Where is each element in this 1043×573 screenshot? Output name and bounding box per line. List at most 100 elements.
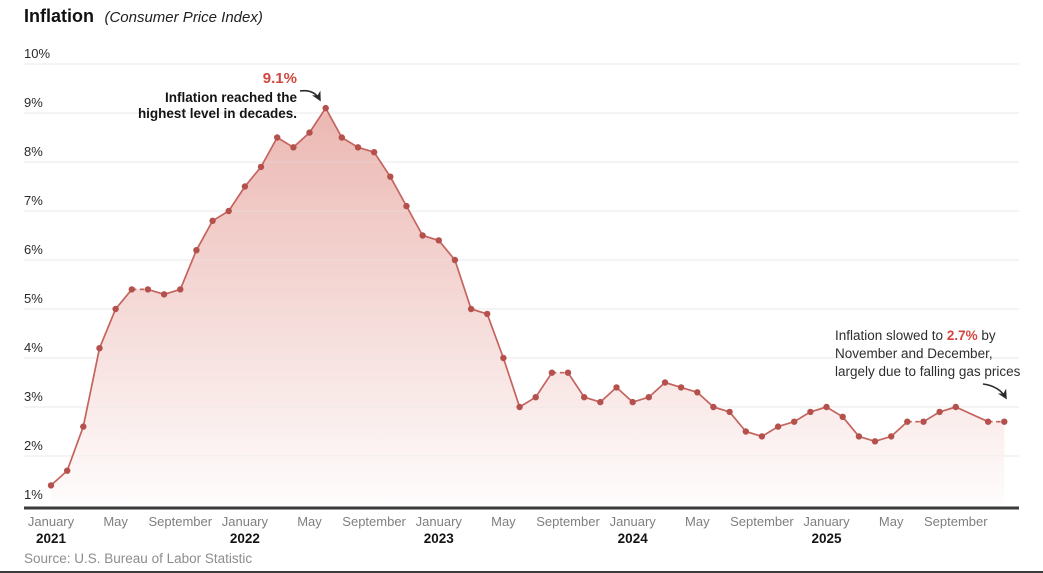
data-point [645,394,652,401]
x-tick-year: 2021 [36,531,67,546]
x-tick-year: 2024 [618,531,649,546]
data-point [726,408,733,416]
data-point [112,305,119,313]
x-tick-month: September [924,514,988,529]
recent-annotation-post: by [977,328,996,343]
trend-line-segment [890,421,908,438]
trend-line-segment [179,249,198,290]
x-tick-month: January [803,514,850,529]
peak-annotation-line: highest level in decades. [137,106,297,121]
trend-line-segment [599,386,618,403]
data-point [774,423,782,430]
recent-annotation-line: Inflation slowed to 2.7% by [835,327,1020,345]
data-point [710,403,717,411]
data-point [1001,418,1008,425]
y-tick-label: 2% [24,438,43,453]
y-tick-label: 9% [24,95,43,110]
data-point [564,369,572,376]
data-point [451,256,459,264]
data-point [144,286,152,293]
data-point [435,237,442,244]
data-point [791,418,798,425]
data-point [403,202,410,210]
data-point [823,403,830,411]
trend-line-segment [534,372,553,398]
data-point [888,433,895,440]
trend-line-segment [842,416,860,437]
data-point [290,144,297,151]
x-tick-year: 2022 [230,531,260,546]
data-point [500,354,507,362]
data-point [484,310,491,318]
data-point [338,134,345,141]
data-point [904,418,911,425]
data-point [758,433,766,440]
trend-line-segment [50,470,68,487]
trend-line-segment [66,426,85,471]
data-point [871,438,879,445]
data-point [370,149,378,156]
data-point [855,433,863,440]
trend-line-segment [486,313,505,359]
x-tick-month: January [610,514,657,529]
trend-line-segment [292,131,311,148]
recent-arrow [982,383,1007,400]
data-point [128,286,135,293]
trend-line-segment [438,239,456,261]
data-point [274,134,281,141]
trend-line-segment [244,166,262,188]
trend-line-segment [195,220,214,251]
data-point [160,291,168,298]
area-fill [51,108,1005,504]
data-point [209,217,216,224]
chart-title: Inflation [24,6,94,26]
data-point [467,305,475,313]
trend-line-segment [98,308,117,349]
data-point [694,389,701,396]
data-point [322,104,329,112]
data-point [581,394,588,401]
data-point [839,413,846,420]
peak-value-label: 9.1% [262,70,297,87]
recent-annotation-line: largely due to falling gas prices [835,364,1021,379]
x-tick-month: September [149,514,213,529]
data-point [984,418,992,425]
recent-annotation-line: November and December, [835,346,993,361]
recent-value-label: 2.7% [946,328,978,343]
y-tick-label: 7% [24,193,43,208]
data-point [742,428,749,435]
trend-line-segment [648,381,666,398]
data-point [677,384,685,391]
data-point [952,403,959,411]
data-point [80,423,87,430]
x-tick-month: May [297,514,322,529]
data-point [419,232,426,239]
y-tick-label: 4% [24,340,43,355]
data-point [241,183,249,190]
y-tick-label: 1% [24,487,43,502]
trend-line-segment [373,151,392,178]
data-point [306,129,313,136]
data-point [47,482,55,489]
source-caption: Source: U.S. Bureau of Labor Statistic [24,551,253,566]
trend-line-segment [567,372,585,398]
y-tick-label: 3% [24,389,43,404]
x-tick-month: January [222,514,269,529]
chart-subtitle: (Consumer Price Index) [104,9,263,26]
trend-line-segment [227,186,246,212]
bottom-divider [0,571,1043,573]
trend-line-segment [955,406,989,423]
trend-line-segment [324,107,343,138]
peak-annotation-line: Inflation reached the [164,90,297,105]
y-tick-label: 8% [24,144,43,159]
x-tick-month: January [416,514,463,529]
data-point [225,207,232,215]
annotation-recent: Inflation slowed to 2.7% by November and… [835,327,1020,381]
data-point [629,398,636,406]
annotation-peak: 9.1% Inflation reached the highest level… [138,70,297,122]
x-tick-year: 2025 [811,531,842,546]
data-point [516,403,523,411]
x-tick-month: January [28,514,75,529]
